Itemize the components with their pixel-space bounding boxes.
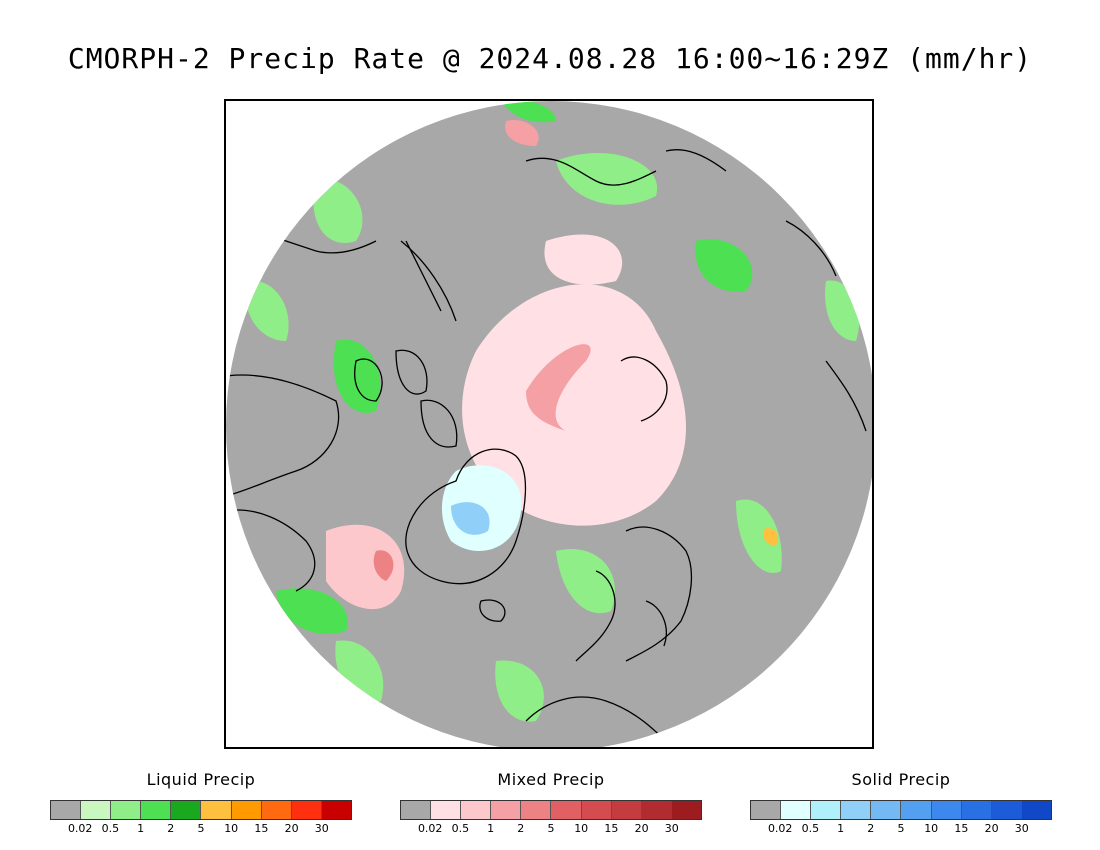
colorbar-swatch <box>291 801 322 819</box>
colorbar-tick-label: 5 <box>547 822 555 835</box>
liquid-precip-cell-orange <box>763 528 779 546</box>
colorbar-swatch <box>521 801 552 819</box>
legend-mixed: Mixed Precip 0.02 0.5 1 2 5 10 15 20 30 <box>400 770 702 836</box>
liquid-precip-region-1 <box>501 101 556 123</box>
liquid-precip-region-9 <box>276 588 348 635</box>
precip-map <box>224 99 874 749</box>
colorbar-tick-label: 2 <box>167 822 175 835</box>
mixed-precip-region-siberia <box>544 234 623 285</box>
liquid-precip-region-2 <box>556 153 658 205</box>
colorbar-tick-label: 5 <box>197 822 205 835</box>
colorbar-tick-label: 5 <box>897 822 905 835</box>
colorbar-tick-label: 1 <box>837 822 845 835</box>
colorbar-tick-label: 0.5 <box>101 822 120 835</box>
colorbar-tick-label: 10 <box>924 822 939 835</box>
mixed-precip-band <box>526 344 591 431</box>
colorbar-tick-label: 10 <box>574 822 589 835</box>
colorbar-swatch <box>461 801 492 819</box>
coastlines <box>226 149 867 747</box>
liquid-precip-region-5 <box>245 280 289 341</box>
liquid-precip-region-7 <box>736 499 782 573</box>
colorbar-ticks: 0.02 0.5 1 2 5 10 15 20 30 <box>750 822 1052 836</box>
colorbar-tick-label: 15 <box>254 822 269 835</box>
colorbar-swatch <box>611 801 642 819</box>
colorbar-tick-label: 30 <box>314 822 329 835</box>
colorbar-tick-label: 15 <box>954 822 969 835</box>
colorbar <box>750 800 1052 820</box>
colorbar-swatch <box>431 801 462 819</box>
colorbar-swatch <box>81 801 112 819</box>
colorbar-swatch <box>321 801 351 819</box>
colorbar-swatch <box>401 801 432 819</box>
colorbar-swatch <box>901 801 932 819</box>
liquid-precip-region-8 <box>556 549 615 614</box>
colorbar-swatch <box>171 801 202 819</box>
legend-liquid: Liquid Precip 0.02 0.5 1 2 5 10 15 20 30 <box>50 770 352 836</box>
polar-map-canvas <box>226 101 872 747</box>
colorbar <box>400 800 702 820</box>
colorbar-swatch <box>961 801 992 819</box>
colorbar-swatch <box>931 801 962 819</box>
colorbar-tick-label: 0.02 <box>417 822 443 835</box>
colorbar-swatch <box>231 801 262 819</box>
colorbar-tick-label: 20 <box>984 822 999 835</box>
colorbar-ticks: 0.02 0.5 1 2 5 10 15 20 30 <box>400 822 702 836</box>
colorbar-tick-label: 30 <box>1014 822 1029 835</box>
mixed-precip-cell-1 <box>373 550 394 581</box>
mixed-precip-region-greenland <box>326 524 405 610</box>
colorbar-swatch <box>751 801 782 819</box>
colorbar-swatch <box>841 801 872 819</box>
mixed-precip-cell-2 <box>505 120 539 146</box>
colorbar-swatch <box>261 801 292 819</box>
colorbar-tick-label: 2 <box>517 822 525 835</box>
liquid-precip-region-11 <box>495 660 544 722</box>
liquid-precip-region-3 <box>313 179 363 243</box>
legend-solid: Solid Precip 0.02 0.5 1 2 5 10 15 20 30 <box>750 770 1052 836</box>
legend-title: Mixed Precip <box>497 770 605 789</box>
colorbar-tick-label: 20 <box>634 822 649 835</box>
colorbar-tick-label: 0.02 <box>67 822 93 835</box>
colorbar-tick-label: 30 <box>664 822 679 835</box>
colorbar-swatch <box>111 801 142 819</box>
colorbar-swatch <box>551 801 582 819</box>
colorbar-swatch <box>51 801 82 819</box>
liquid-precip-region-4 <box>333 339 381 413</box>
colorbar-swatch <box>991 801 1022 819</box>
liquid-precip-region-6 <box>695 239 753 292</box>
colorbar-tick-label: 15 <box>604 822 619 835</box>
solid-precip-core <box>451 502 490 535</box>
map-title: CMORPH-2 Precip Rate @ 2024.08.28 16:00~… <box>67 42 1033 75</box>
precip-field <box>226 101 867 747</box>
colorbar-tick-label: 0.5 <box>451 822 470 835</box>
colorbar-ticks: 0.02 0.5 1 2 5 10 15 20 30 <box>50 822 352 836</box>
colorbar-tick-label: 1 <box>137 822 145 835</box>
colorbar-swatch <box>871 801 902 819</box>
colorbar-tick-label: 0.5 <box>801 822 820 835</box>
colorbar-tick-label: 10 <box>224 822 239 835</box>
colorbar-swatch <box>581 801 612 819</box>
mixed-precip-region-east <box>586 415 672 481</box>
colorbar-swatch <box>1021 801 1051 819</box>
colorbar-swatch <box>671 801 701 819</box>
colorbar-swatch <box>201 801 232 819</box>
legend-title: Solid Precip <box>851 770 951 789</box>
colorbar-tick-label: 1 <box>487 822 495 835</box>
colorbar-swatch <box>781 801 812 819</box>
colorbar-swatch <box>141 801 172 819</box>
colorbar <box>50 800 352 820</box>
colorbar-swatch <box>641 801 672 819</box>
colorbar-tick-label: 0.02 <box>767 822 793 835</box>
colorbar-tick-label: 20 <box>284 822 299 835</box>
legend-title: Liquid Precip <box>146 770 256 789</box>
colorbar-swatch <box>811 801 842 819</box>
colorbar-swatch <box>491 801 522 819</box>
colorbar-tick-label: 2 <box>867 822 875 835</box>
